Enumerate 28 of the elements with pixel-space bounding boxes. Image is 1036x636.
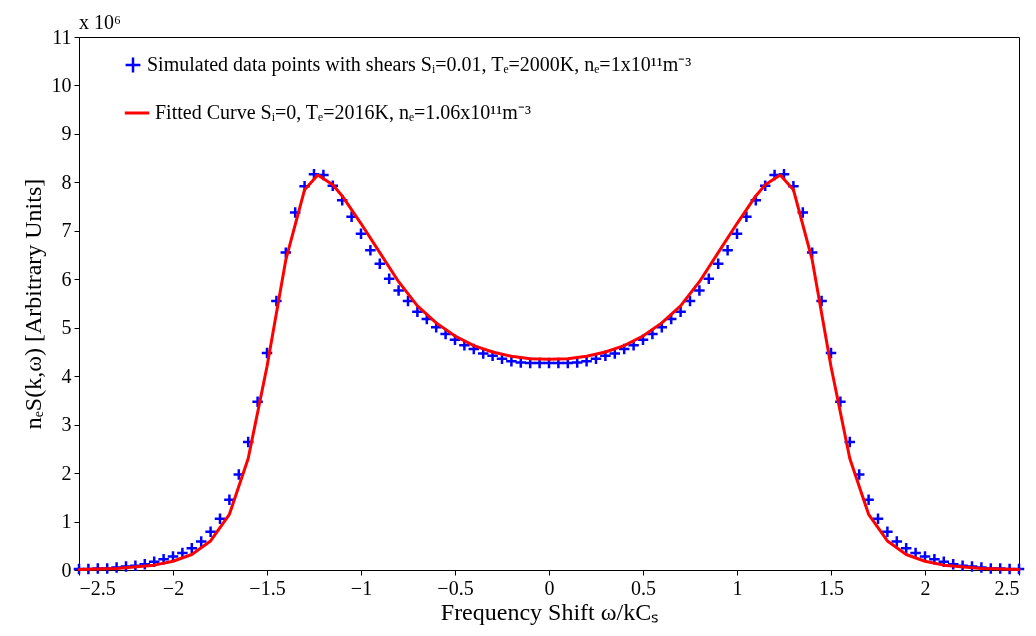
x-tick-label: −1.5 [249,576,286,599]
y-tick-label: 1 [61,510,72,533]
x-tick-label: 0.5 [631,576,656,599]
x-tick-label: −2 [162,576,185,599]
y-tick-label: 7 [61,219,72,242]
y-tick-label: 3 [61,413,72,436]
y-tick-label: 6 [61,267,72,290]
legend-label: Fitted Curve Sᵢ=0, Tₑ=2016K, nₑ=1.06x10¹¹m⁻³ [155,101,531,123]
x-tick-label: −1 [350,576,373,599]
x-axis-title: Frequency Shift ω/kCₛ [440,598,659,625]
y-tick-label: 0 [61,558,72,581]
y-axis-title: nₑS(k,ω) [Arbitrary Units] [19,178,46,430]
y-tick-label: 9 [61,122,72,145]
x-tick-label: 1 [732,576,743,599]
x-tick-label: −0.5 [437,576,474,599]
text: x 10⁶ [79,11,121,33]
y-tick-label: 11 [52,25,72,48]
x-tick-label: 1.5 [819,576,844,599]
y-tick-label: 4 [61,364,72,387]
y-tick-label: 5 [61,316,72,339]
y-tick-label: 10 [51,73,72,96]
x-tick-label: 2 [920,576,931,599]
x-tick-label: 0 [544,576,555,599]
x-tick-label: −2.5 [79,576,116,599]
y-tick-label: 8 [61,170,72,193]
x-tick-label: 2.5 [994,576,1020,599]
y-tick-label: 2 [61,461,72,484]
legend-label: Simulated data points with shears Sᵢ=0.01, Tₑ=2000K, nₑ=1x10¹¹m⁻³ [147,53,692,76]
